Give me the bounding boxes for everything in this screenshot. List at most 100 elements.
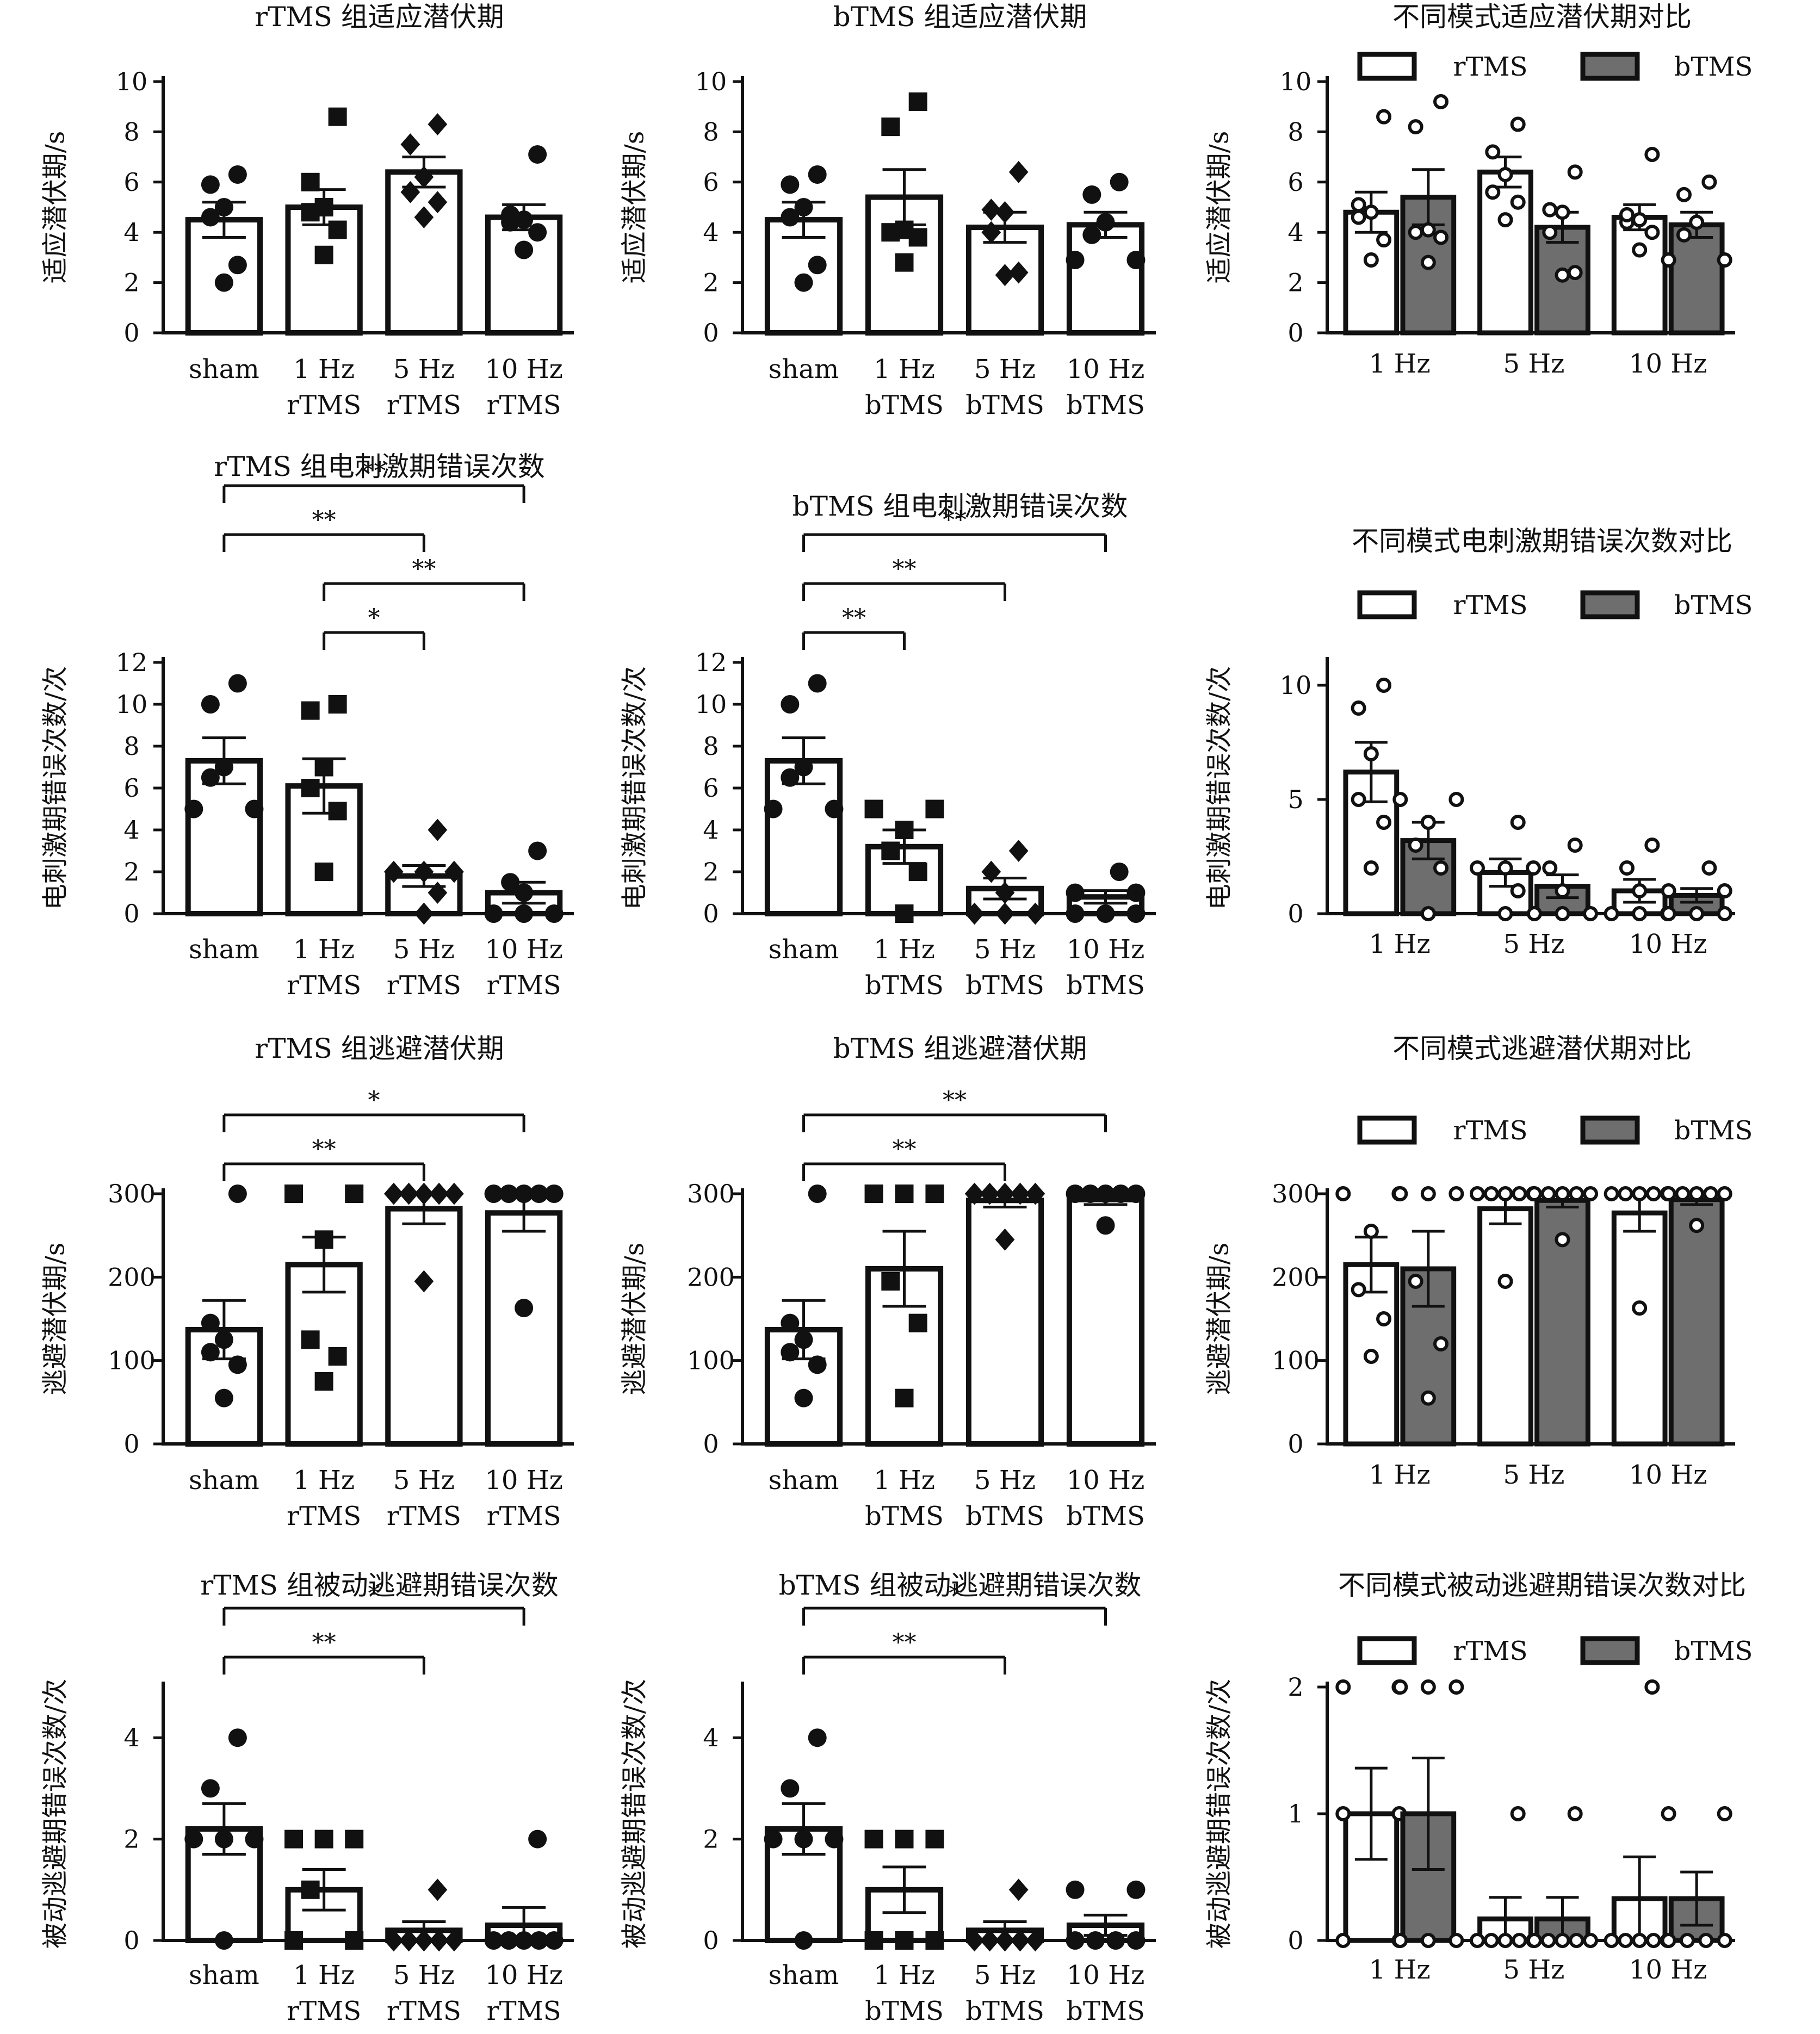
- data-point: [1485, 144, 1501, 160]
- data-point: [301, 1880, 320, 1899]
- y-tick-label: 0: [1287, 1926, 1303, 1955]
- data-point: [528, 841, 547, 860]
- data-point: [794, 1388, 813, 1407]
- y-tick-label: 10: [695, 67, 727, 96]
- x-category-label: rTMS: [487, 1996, 561, 2026]
- x-category-label: bTMS: [965, 1996, 1044, 2026]
- significance-bracket: **: [222, 506, 425, 552]
- data-point: [1567, 838, 1583, 853]
- bar-3: [485, 214, 563, 336]
- data-point: [515, 1931, 534, 1950]
- y-tick-label: 6: [123, 773, 139, 803]
- data-point: [1066, 883, 1085, 902]
- x-group-label: 1 Hz: [1369, 349, 1431, 379]
- data-point: [314, 1372, 333, 1391]
- data-point: [895, 253, 914, 272]
- data-point: [484, 1185, 503, 1203]
- data-point: [781, 208, 800, 227]
- legend-label: bTMS: [1674, 1115, 1753, 1146]
- data-point: [1351, 1282, 1366, 1298]
- y-tick-label: 0: [1287, 1429, 1303, 1459]
- data-point: [864, 799, 883, 818]
- x-category-label: 5 Hz: [974, 1960, 1036, 1990]
- data-point: [1497, 906, 1513, 921]
- data-point: [1676, 227, 1692, 243]
- chart-title: 不同模式被动逃避期错误次数对比: [1338, 1570, 1746, 1601]
- data-point: [515, 904, 534, 923]
- y-tick-label: 10: [1280, 67, 1312, 96]
- data-point: [1555, 883, 1570, 898]
- data-point: [1698, 1933, 1714, 1948]
- data-point: [1526, 860, 1542, 876]
- data-point: [1008, 160, 1029, 183]
- data-point: [781, 1313, 800, 1332]
- legend-label: bTMS: [1674, 52, 1753, 82]
- x-category-label: sham: [189, 1960, 259, 1990]
- x-category-label: sham: [769, 354, 839, 385]
- y-tick-label: 0: [1287, 318, 1303, 348]
- y-tick-label: 4: [1287, 218, 1303, 247]
- data-point: [1335, 1679, 1351, 1695]
- data-point: [1485, 184, 1501, 200]
- significance-label: **: [893, 555, 917, 583]
- y-tick-label: 10: [1280, 671, 1312, 700]
- data-point: [1110, 172, 1129, 191]
- data-point: [1510, 194, 1526, 210]
- x-category-label: bTMS: [1066, 390, 1145, 420]
- data-point: [794, 198, 813, 216]
- data-point: [1448, 1679, 1464, 1695]
- data-point: [1448, 792, 1464, 807]
- data-point: [1420, 255, 1436, 270]
- data-point: [245, 1830, 264, 1849]
- data-point: [228, 1355, 247, 1374]
- y-axis-label: 被动逃避期错误次数/次: [1204, 1679, 1235, 1949]
- x-category-label: rTMS: [287, 1501, 361, 1531]
- data-point: [1604, 1186, 1619, 1201]
- data-point: [414, 860, 434, 883]
- data-point: [1661, 883, 1676, 898]
- significance-bracket: **: [802, 1629, 1006, 1675]
- y-tick-label: 1: [1287, 1799, 1303, 1828]
- data-point: [764, 1830, 783, 1849]
- data-point: [515, 883, 534, 902]
- x-group-label: 5 Hz: [1503, 1460, 1565, 1490]
- data-point: [864, 1830, 883, 1849]
- data-point: [301, 779, 320, 797]
- bar-1: [285, 204, 363, 336]
- data-point: [1632, 906, 1648, 921]
- data-point: [908, 92, 927, 111]
- data-point: [1363, 1349, 1379, 1364]
- x-category-label: 1 Hz: [293, 354, 355, 385]
- bar-0: [764, 1326, 843, 1447]
- data-point: [1679, 1933, 1695, 1948]
- data-point: [314, 863, 333, 881]
- data-point: [529, 1931, 548, 1950]
- legend-swatch-rtms: [1357, 1115, 1417, 1145]
- chart-title: bTMS 组电刺激期错误次数: [793, 491, 1128, 522]
- y-tick-label: 0: [703, 318, 719, 348]
- data-point: [895, 821, 914, 839]
- data-point: [444, 860, 464, 883]
- data-point: [895, 1185, 914, 1203]
- legend-swatch-btms: [1580, 590, 1640, 619]
- data-point: [515, 240, 534, 259]
- data-point: [1583, 906, 1599, 921]
- data-point: [964, 1182, 985, 1205]
- x-group-label: 10 Hz: [1629, 929, 1707, 959]
- data-point: [1106, 1931, 1125, 1950]
- data-point: [1703, 1186, 1718, 1201]
- data-point: [1632, 212, 1648, 228]
- y-tick-label: 2: [123, 1825, 139, 1854]
- data-point: [1066, 1931, 1085, 1950]
- data-point: [400, 181, 420, 203]
- chart-title: rTMS 组适应潜伏期: [255, 1, 504, 33]
- data-point: [499, 1931, 518, 1950]
- data-point: [1408, 1274, 1423, 1289]
- data-point: [544, 904, 564, 923]
- data-point: [429, 1182, 449, 1205]
- x-category-label: bTMS: [965, 1501, 1044, 1531]
- data-point: [1701, 860, 1717, 876]
- data-point: [1469, 1933, 1485, 1948]
